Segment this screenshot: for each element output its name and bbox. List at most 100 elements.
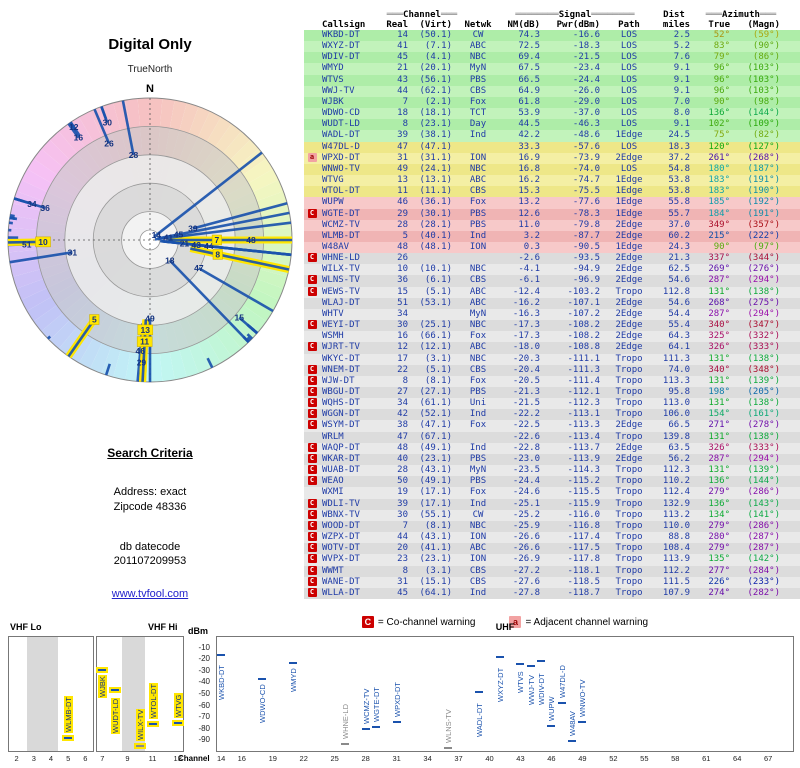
callsign-cell: WCMZ-TV [322, 219, 360, 230]
station-spoke [100, 106, 109, 124]
path-cell: Tropo [615, 487, 643, 498]
station-marker [258, 677, 267, 680]
nm-db-cell: -27.8 [512, 587, 540, 598]
nm-db-cell: -17.3 [512, 320, 540, 331]
network-cell: PBS [469, 74, 487, 85]
radar-channel-label: 8 [215, 249, 220, 259]
azimuth-true-cell: 274° [708, 587, 730, 598]
station-row: WADL-DT 39 (38.1) Ind 42.2 -48.6 1Edge 24.5 75° (… [304, 130, 800, 142]
co-channel-warning-icon: C [307, 286, 317, 296]
virtual-channel-cell: (11.1) [419, 186, 452, 197]
station-row: WDWO-CD 18 (18.1) TCT 53.9 -37.0 LOS 8.0 136° (14… [304, 108, 800, 120]
nm-db-cell: 33.3 [518, 141, 540, 152]
warning-marker-cell [304, 197, 320, 208]
callsign-cell: WDIV-DT [322, 52, 360, 63]
warning-marker-cell [304, 63, 320, 74]
station-marker [173, 721, 182, 724]
azimuth-magnetic-cell: (287°) [747, 532, 780, 543]
station-marker [568, 739, 577, 742]
nm-db-cell: -23.5 [512, 465, 540, 476]
real-channel-cell: 28 [397, 465, 408, 476]
path-cell: LOS [620, 108, 638, 119]
virtual-channel-cell: (55.1) [419, 509, 452, 520]
dbm-tick-label: -30 [198, 665, 210, 675]
station-label: WKBD-DT [217, 664, 227, 700]
station-row: C WDLI-TV 39 (17.1) Ind -25.1 -115.9 Tropo 132.9… [304, 498, 800, 510]
warning-marker-cell [304, 220, 320, 231]
table-body: WKBD-DT 14 (50.1) CW 74.3 -16.6 LOS 2.5 52° (59°)… [304, 30, 800, 599]
distance-cell: 53.8 [668, 186, 690, 197]
co-channel-warning-icon: C [307, 576, 317, 586]
azimuth-magnetic-cell: (276°) [747, 264, 780, 275]
callsign-cell: WPXD-DT [322, 152, 360, 163]
pwr-dbm-cell: -73.9 [572, 152, 600, 163]
pwr-dbm-cell: -23.4 [572, 63, 600, 74]
network-cell: NBC [469, 320, 487, 331]
distance-cell: 113.9 [662, 554, 690, 565]
virtual-channel-cell: (23.1) [419, 554, 452, 565]
channel-tick-label: 43 [516, 754, 525, 763]
virtual-channel-cell: (49.1) [419, 442, 452, 453]
virtual-channel-cell: (8.1) [424, 375, 452, 386]
virtual-channel-cell: (4.1) [424, 52, 452, 63]
virtual-channel-cell: (5.1) [424, 286, 452, 297]
station-spoke [157, 211, 290, 240]
tvfool-link[interactable]: www.tvfool.com [111, 588, 189, 600]
network-cell: PBS [469, 387, 487, 397]
radar-channel-label: 44 [204, 241, 214, 251]
distance-cell: 9.1 [673, 85, 690, 96]
co-channel-warning-icon: C [307, 543, 317, 553]
column-header-netwk: Netwk [464, 20, 492, 30]
network-cell: CBS [469, 186, 487, 197]
station-label: WUDT-LD [110, 697, 120, 735]
distance-cell: 113.2 [662, 509, 690, 520]
channel-tick-label: 19 [268, 754, 277, 763]
path-cell: LOS [620, 30, 638, 40]
station-marker [361, 727, 370, 730]
callsign-cell: WEWS-TV [322, 286, 360, 297]
azimuth-true-cell: 280° [708, 532, 730, 543]
azimuth-true-cell: 90° [713, 241, 730, 252]
station-row: WLAJ-DT 51 (53.1) ABC -16.2 -107.1 2Edge 54.6 26… [304, 297, 800, 309]
distance-cell: 113.0 [662, 398, 690, 409]
adjacent-channel-legend-item: a = Adjacent channel warning [509, 616, 648, 628]
azimuth-magnetic-cell: (286°) [747, 487, 780, 498]
pwr-dbm-cell: -115.2 [567, 476, 600, 487]
path-cell: Tropo [615, 375, 643, 386]
channel-tick-label: 46 [547, 754, 556, 763]
callsign-cell: WJRT-TV [322, 342, 360, 353]
co-channel-warning-icon: C [307, 342, 317, 352]
pwr-dbm-cell: -118.1 [567, 565, 600, 576]
distance-cell: 24.3 [668, 241, 690, 252]
nm-db-cell: 13.2 [518, 197, 540, 208]
pwr-dbm-cell: -90.5 [572, 241, 600, 252]
radar-channel-label: 51 [22, 239, 32, 249]
channel-tick-label: 28 [361, 754, 370, 763]
co-channel-warning-icon: C [307, 208, 317, 218]
azimuth-magnetic-cell: (103°) [747, 85, 780, 96]
distance-cell: 54.8 [668, 163, 690, 174]
distance-cell: 64.3 [668, 331, 690, 342]
band-label: UHF [495, 622, 515, 632]
pwr-dbm-cell: -113.7 [567, 442, 600, 453]
station-label: WMYD [289, 668, 299, 692]
real-channel-cell: 40 [397, 453, 408, 464]
radar-channel-label: 11 [140, 337, 149, 347]
station-row: C WEAO 50 (49.1) PBS -24.4 -115.2 Tropo 110.2 136… [304, 476, 800, 488]
station-spoke [104, 363, 111, 376]
virtual-channel-cell: (3.1) [424, 565, 452, 576]
table-group-header: ═══Channel═══ ════════Signal════════ Dist ═… [304, 10, 800, 20]
virtual-channel-cell: (43.1) [419, 532, 452, 543]
real-channel-cell: 15 [397, 286, 408, 297]
path-cell: 1Edge [615, 197, 643, 208]
channel-tick-label: 11 [148, 754, 157, 763]
distance-cell: 24.5 [668, 130, 690, 141]
nm-db-cell: -22.5 [512, 420, 540, 431]
channel-tick-label: 14 [216, 754, 226, 763]
dbm-tick-label: -70 [198, 712, 210, 722]
warning-marker-cell: C [304, 398, 320, 409]
azimuth-true-cell: 96° [713, 74, 730, 85]
azimuth-true-cell: 261° [708, 152, 730, 163]
pwr-dbm-cell: -116.8 [567, 520, 600, 531]
warning-marker-cell: C [304, 442, 320, 454]
